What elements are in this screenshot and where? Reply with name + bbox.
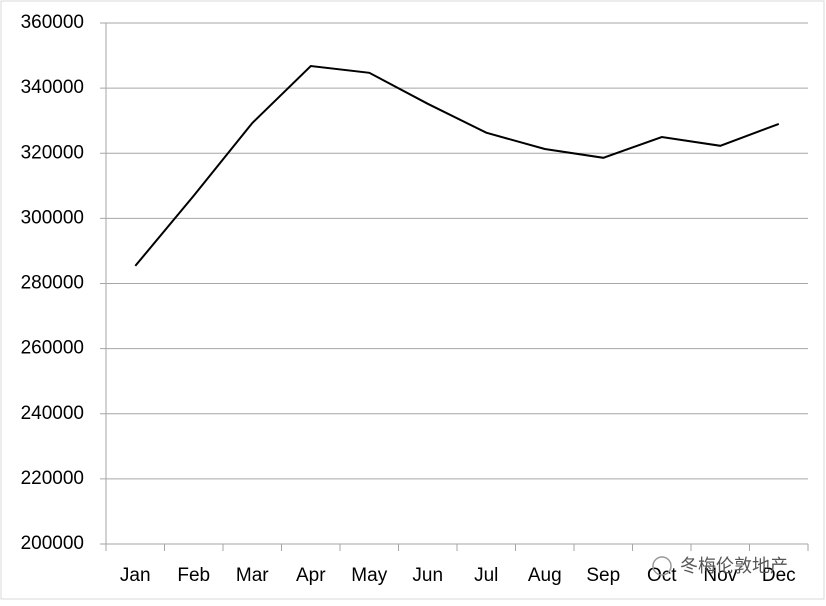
y-tick-label: 260000	[21, 338, 84, 359]
y-tick-label: 200000	[21, 533, 84, 554]
y-tick-label: 340000	[21, 77, 84, 98]
x-tick-label: Dec	[762, 565, 796, 586]
x-tick-label: Apr	[296, 565, 326, 586]
y-tick-label: 300000	[21, 207, 84, 228]
x-tick-label: Jun	[412, 565, 443, 586]
x-tick-label: Sep	[586, 565, 620, 586]
x-tick-label: Mar	[236, 565, 269, 586]
x-tick-label: Feb	[177, 565, 210, 586]
x-tick-label: Aug	[528, 565, 562, 586]
y-tick-label: 240000	[21, 403, 84, 424]
x-tick-label: Nov	[703, 565, 737, 586]
watermark-group: 冬梅伦敦地产	[652, 556, 788, 576]
x-tick-label: May	[351, 565, 387, 586]
line-series	[134, 64, 780, 267]
x-tick-label: Jan	[120, 565, 151, 586]
watermark: 冬梅伦敦地产	[680, 556, 788, 576]
watermark-icon	[652, 556, 672, 576]
y-tick-label: 280000	[21, 273, 84, 294]
y-tick-label: 220000	[21, 468, 84, 489]
x-tick-label: Jul	[474, 565, 498, 586]
y-tick-label: 320000	[21, 142, 84, 163]
y-tick-label: 360000	[21, 12, 84, 33]
